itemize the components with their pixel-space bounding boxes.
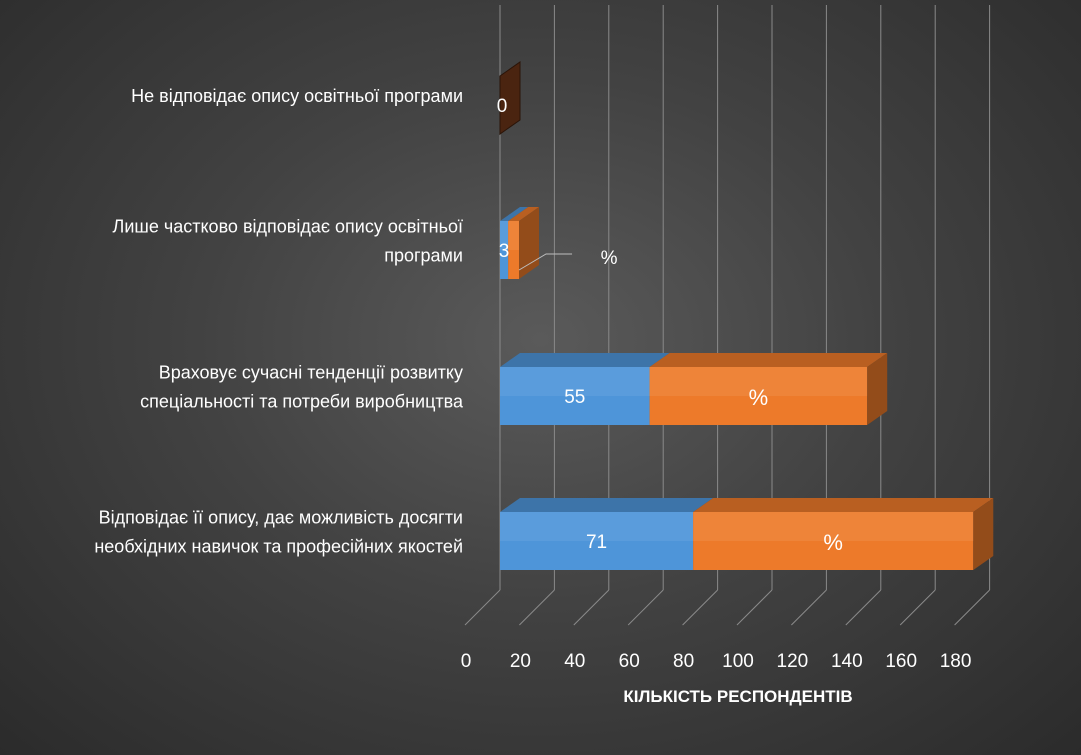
tick-label: 120 xyxy=(777,651,809,672)
gridlines xyxy=(464,5,991,626)
category-label: Не відповідає опису освітньої програми xyxy=(131,86,463,106)
x-tick-labels: 0 20 40 60 80 100 120 140 160 180 xyxy=(461,651,972,672)
tick-label: 100 xyxy=(722,651,754,672)
data-label: 3 xyxy=(499,241,510,262)
bar-highlight xyxy=(500,367,650,396)
gridline-floor xyxy=(627,589,664,626)
data-label: % xyxy=(749,385,769,410)
bar-highlight xyxy=(693,512,974,541)
bar-top xyxy=(693,498,994,512)
tick-label: 140 xyxy=(831,651,863,672)
gridline-floor xyxy=(573,589,610,626)
gridline-floor xyxy=(899,589,936,626)
bar-empty xyxy=(499,61,521,135)
bar-series-2 xyxy=(649,353,888,425)
data-label: 55 xyxy=(564,387,585,408)
tick-label: 60 xyxy=(619,651,640,672)
bar-top xyxy=(500,353,670,367)
gridline-floor xyxy=(845,589,882,626)
bar-series-2 xyxy=(508,207,540,279)
tick-label: 180 xyxy=(940,651,972,672)
category-label: Лише частково відповідає опису освітньої… xyxy=(113,217,463,266)
tick-label: 0 xyxy=(461,651,472,672)
gridline-floor xyxy=(954,589,990,626)
tick-label: 160 xyxy=(885,651,917,672)
bars: 71 % 55 % 3 % 0 xyxy=(497,61,994,570)
bar-top xyxy=(500,207,529,221)
tick-label: 80 xyxy=(673,651,694,672)
bar-highlight xyxy=(508,221,520,250)
bar-highlight xyxy=(649,367,868,396)
data-label: % xyxy=(823,530,843,555)
tick-label: 40 xyxy=(564,651,585,672)
bar-series-1 xyxy=(500,207,529,279)
category-label: Враховує сучасні тенденції розвитку спеці… xyxy=(140,363,464,412)
leader-line xyxy=(518,253,573,271)
tick-label: 20 xyxy=(510,651,531,672)
gridline-floor xyxy=(464,589,501,626)
bar-series-1 xyxy=(500,498,714,570)
gridline-floor xyxy=(519,589,555,626)
bar-side xyxy=(973,498,994,570)
bar-highlight xyxy=(500,221,509,250)
gridline-floor xyxy=(791,589,827,626)
category-label: Відповідає її опису, дає можливість дося… xyxy=(94,508,463,557)
category-labels: Відповідає її опису, дає можливість дося… xyxy=(94,86,464,557)
bar-series-1 xyxy=(500,353,670,425)
data-label: 71 xyxy=(586,532,607,553)
gridline-floor xyxy=(682,589,718,626)
bar-top xyxy=(649,353,888,367)
data-label: 0 xyxy=(497,96,508,117)
gridline-floor xyxy=(736,589,773,626)
x-axis-title: КІЛЬКІСТЬ РЕСПОНДЕНТІВ xyxy=(623,687,852,706)
bar-top xyxy=(508,207,540,221)
bar-highlight xyxy=(500,512,694,541)
bar-top xyxy=(500,498,714,512)
data-label: % xyxy=(601,248,618,269)
bar-series-2 xyxy=(693,498,994,570)
bar-side xyxy=(867,353,888,425)
